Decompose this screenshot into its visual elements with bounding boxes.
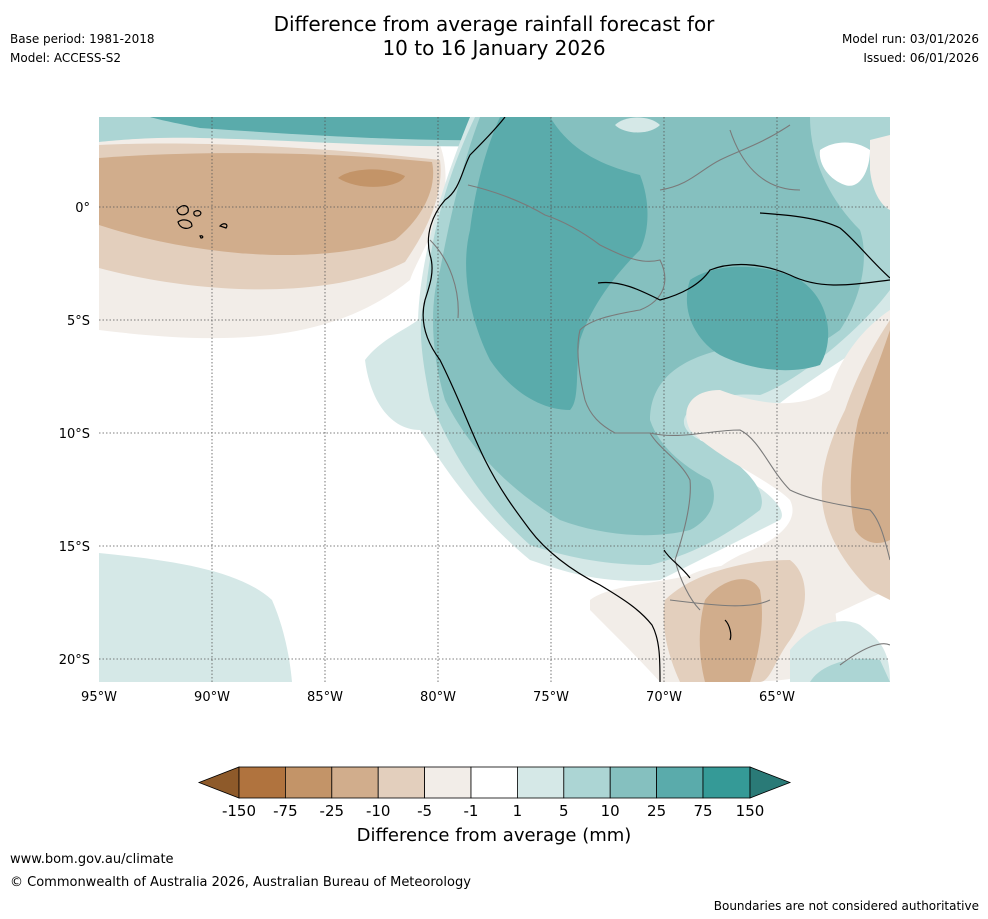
lon-tick: 80°W [420,690,456,705]
gap-top-right [819,142,870,186]
colorbar-labels: -150 -75 -25 -10 -5 -1 1 5 10 25 75 150 [222,802,764,820]
colorbar-arrow-right [749,766,792,799]
wet-region-25 [466,117,648,410]
model-name: Model: ACCESS-S2 [10,51,122,65]
lon-tick: 70°W [646,690,682,705]
lon-tick-labels: 95°W 90°W 85°W 80°W 75°W 70°W 65°W [81,690,795,705]
lon-tick: 95°W [81,690,117,705]
colorbar-label: 10 [601,802,620,820]
colorbar-swatch [609,766,658,799]
colorbar-label: -5 [417,802,432,820]
dry-east-core [850,330,890,543]
lon-tick: 75°W [533,690,569,705]
title-line-2: 10 to 16 January 2026 [382,36,606,60]
lat-tick: 20°S [59,653,90,668]
gridlines [99,117,890,682]
lat-tick: 15°S [59,540,90,555]
colorbar-label: 1 [513,802,523,820]
colorbar-label: -10 [366,802,391,820]
country-borders [429,124,890,666]
colorbar-label: 5 [559,802,569,820]
map-area [99,117,890,682]
coastline [422,117,890,682]
footer-copyright: © Commonwealth of Australia 2026, Austra… [10,875,471,890]
title-line-1: Difference from average rainfall forecas… [273,12,715,36]
colorbar-swatch [563,766,611,799]
lat-tick: 0° [75,201,90,216]
chart-title: Difference from average rainfall forecas… [0,12,988,60]
issued-date: Issued: 06/01/2026 [863,51,979,65]
colorbar-swatch [656,766,704,799]
dry-east-outer [686,310,890,634]
wet-bottom-left [99,553,292,682]
colorbar-swatch [702,766,751,799]
colorbar-label: 25 [647,802,666,820]
gap-top-right-2 [870,135,890,210]
wet-top-core [150,117,520,141]
colorbar-label: -75 [273,802,298,820]
wet-region-25-east [686,266,829,371]
lat-tick-labels: 0° 5°S 10°S 15°S 20°S [59,201,90,668]
colorbar-swatch [517,766,565,799]
lat-tick: 5°S [67,314,90,329]
colorbar-label: -25 [320,802,345,820]
colorbar-swatch [284,766,333,799]
base-period: Base period: 1981-2018 [10,32,155,46]
colorbar-title: Difference from average (mm) [356,825,632,846]
lat-tick: 10°S [59,427,90,442]
dry-spot [338,169,405,187]
colorbar-label: 150 [736,802,765,820]
colorbar [197,766,792,799]
colorbar-swatch [377,766,426,799]
footer-disclaimer: Boundaries are not considered authoritat… [713,899,979,913]
colorbar-swatch [331,766,379,799]
top-mid-spot [615,117,660,133]
colorbar-arrow-left [197,766,240,799]
meta-left: Base period: 1981-2018 Model: ACCESS-S2 [10,30,155,68]
colorbar-label: -150 [222,802,256,820]
galapagos-islands [176,205,228,239]
colorbar-swatch [424,766,472,799]
colorbar-label: -1 [464,802,479,820]
colorbar-swatch [238,766,286,799]
model-run: Model run: 03/01/2026 [841,32,979,46]
footer-url[interactable]: www.bom.gov.au/climate [10,852,174,867]
meta-right: Model run: 03/01/2026 Issued: 06/01/2026 [842,30,979,68]
lon-tick: 90°W [194,690,230,705]
wet-bottom-right-core [810,658,890,682]
colorbar-swatch [470,766,518,799]
lon-tick: 85°W [307,690,343,705]
colorbar-label: 75 [693,802,712,820]
lon-tick: 65°W [759,690,795,705]
